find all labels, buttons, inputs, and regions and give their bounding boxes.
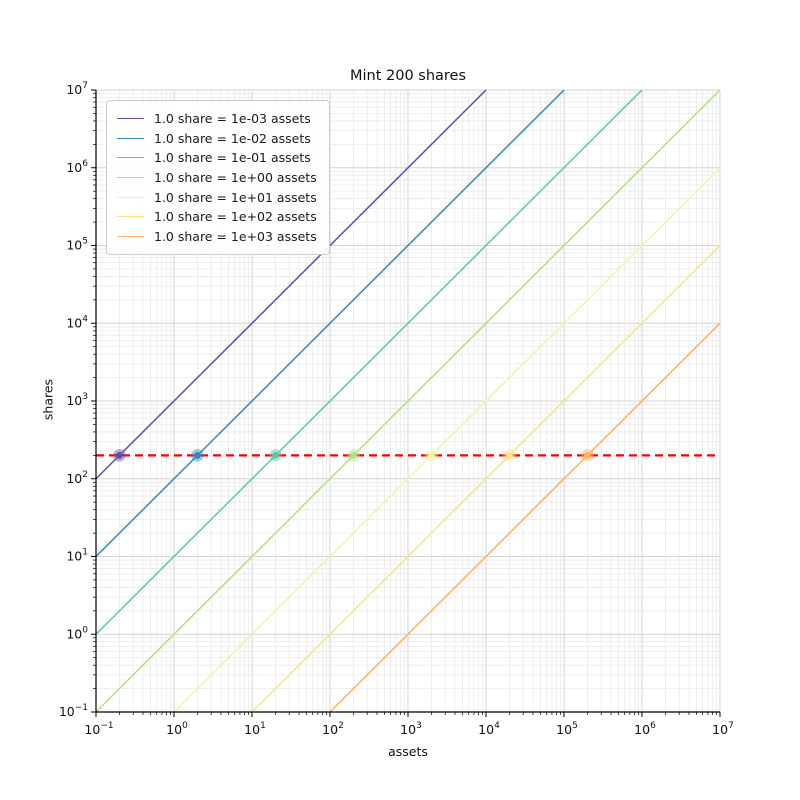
tick-label: 10−1 <box>59 703 88 719</box>
tick-label: 105 <box>556 721 578 737</box>
tick-label: 102 <box>322 721 344 737</box>
tick-label: 100 <box>66 625 88 641</box>
legend-item-label: 1.0 share = 1e+00 assets <box>154 170 317 186</box>
legend-item: 1.0 share = 1e+02 assets <box>117 207 317 227</box>
marker-dot <box>506 451 513 459</box>
tick-label: 101 <box>66 548 88 564</box>
tick-label: 105 <box>66 237 88 253</box>
legend-line-swatch <box>117 118 144 120</box>
legend-item-label: 1.0 share = 1e-01 assets <box>154 150 311 166</box>
legend-item: 1.0 share = 1e+00 assets <box>117 168 317 188</box>
legend-line-swatch <box>117 157 144 159</box>
legend-item: 1.0 share = 1e+01 assets <box>117 187 317 207</box>
legend-item-label: 1.0 share = 1e+02 assets <box>154 209 317 225</box>
tick-label: 103 <box>400 721 422 737</box>
legend-item-label: 1.0 share = 1e-02 assets <box>154 130 311 146</box>
series-line-1e-02 <box>95 89 565 558</box>
legend-item-label: 1.0 share = 1e-03 assets <box>154 111 311 127</box>
legend-item: 1.0 share = 1e+03 assets <box>117 227 317 247</box>
legend-line-swatch <box>117 216 144 218</box>
tick-label: 103 <box>66 392 88 408</box>
tick-label: 107 <box>712 721 734 737</box>
series-line-1e-01 <box>95 89 643 635</box>
marker-dot <box>350 451 357 459</box>
intersection-markers <box>113 449 594 462</box>
marker-dot <box>428 451 435 459</box>
tick-label: 101 <box>244 721 266 737</box>
marker-dot <box>116 451 123 459</box>
x-axis-label: assets <box>388 744 428 759</box>
series-line-1e+01 <box>173 167 721 713</box>
marker-dot <box>194 451 201 459</box>
tick-label: 10−1 <box>84 721 113 737</box>
tick-labels: 10−1 10−1 100 100 101 101 102 102 103 103 104 104 10… <box>59 81 734 737</box>
series-line-1e+02 <box>251 244 721 713</box>
tick-label: 106 <box>634 721 656 737</box>
legend-item: 1.0 share = 1e-02 assets <box>117 129 317 149</box>
marker-dot <box>584 451 591 459</box>
tick-label: 104 <box>66 314 88 330</box>
legend-line-swatch <box>117 235 144 237</box>
marker-dot <box>272 451 279 459</box>
legend-item-label: 1.0 share = 1e+03 assets <box>154 228 317 244</box>
legend-line-swatch <box>117 177 144 179</box>
legend-item: 1.0 share = 1e-01 assets <box>117 148 317 168</box>
tick-label: 107 <box>66 81 88 97</box>
legend: 1.0 share = 1e-03 assets 1.0 share = 1e-0… <box>106 100 330 256</box>
tick-label: 100 <box>166 721 188 737</box>
series-line-1e-03 <box>95 89 487 480</box>
legend-item-label: 1.0 share = 1e+01 assets <box>154 189 317 205</box>
series-line-1e+00 <box>95 89 721 713</box>
series-line-1e+03 <box>329 322 721 713</box>
tick-label: 106 <box>66 159 88 175</box>
tick-label: 102 <box>66 470 88 486</box>
series-lines <box>95 89 721 713</box>
tick-label: 104 <box>478 721 500 737</box>
legend-line-swatch <box>117 196 144 198</box>
axis-ticks <box>91 89 721 717</box>
chart-title: Mint 200 shares <box>349 68 467 84</box>
y-axis-label: shares <box>40 378 56 421</box>
legend-item: 1.0 share = 1e-03 assets <box>117 109 317 129</box>
legend-line-swatch <box>117 137 144 139</box>
